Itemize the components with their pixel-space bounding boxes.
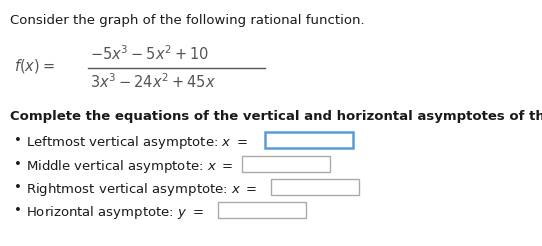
- Text: •: •: [14, 204, 22, 217]
- Text: Leftmost vertical asymptote: $x$ $=$: Leftmost vertical asymptote: $x$ $=$: [26, 134, 248, 151]
- Bar: [218, 202, 306, 218]
- Text: Horizontal asymptote: $y$ $=$: Horizontal asymptote: $y$ $=$: [26, 204, 204, 221]
- Text: $f(x) =$: $f(x) =$: [14, 57, 55, 75]
- Text: Rightmost vertical asymptote: $x$ $=$: Rightmost vertical asymptote: $x$ $=$: [26, 181, 257, 198]
- Text: Middle vertical asymptote: $x$ $=$: Middle vertical asymptote: $x$ $=$: [26, 158, 234, 175]
- Text: •: •: [14, 181, 22, 194]
- Text: Complete the equations of the vertical and horizontal asymptotes of the graph of: Complete the equations of the vertical a…: [10, 110, 542, 123]
- Text: $3x^3 - 24x^2 + 45x$: $3x^3 - 24x^2 + 45x$: [90, 72, 216, 91]
- Text: •: •: [14, 134, 22, 147]
- Bar: [271, 179, 359, 195]
- Text: $-5x^3 - 5x^2 + 10$: $-5x^3 - 5x^2 + 10$: [90, 44, 209, 63]
- Bar: [242, 156, 330, 172]
- Bar: [265, 132, 353, 148]
- Text: Consider the graph of the following rational function.: Consider the graph of the following rati…: [10, 14, 365, 27]
- Text: •: •: [14, 158, 22, 171]
